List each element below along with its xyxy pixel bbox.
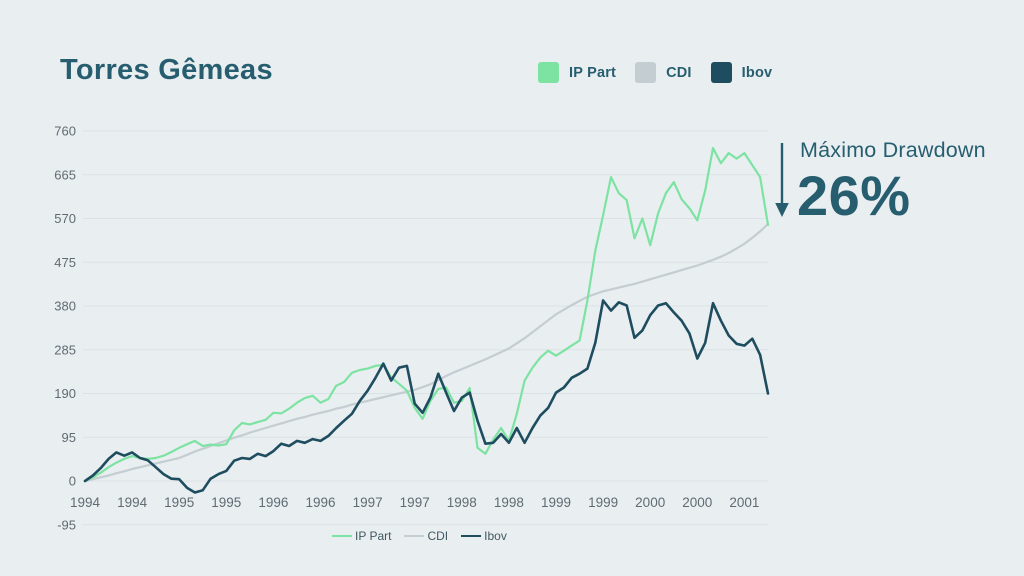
legend-bottom: IP Part CDI Ibov xyxy=(332,529,507,543)
legend-item-ip-part: IP Part xyxy=(332,529,391,543)
legend-item-ibov: Ibov xyxy=(710,62,773,83)
x-axis-label: 1997 xyxy=(353,495,383,510)
x-axis-label: 1996 xyxy=(258,495,288,510)
legend-label: Ibov xyxy=(741,64,773,81)
y-axis-label: 475 xyxy=(54,255,76,270)
legend-swatch-ibov xyxy=(461,534,482,538)
y-axis-label: 570 xyxy=(54,211,76,226)
series-line-cdi xyxy=(83,222,770,483)
legend-item-cdi: CDI xyxy=(404,529,448,543)
x-axis-label: 1995 xyxy=(164,495,194,510)
page-title: Torres Gêmeas xyxy=(60,54,273,86)
legend-label: Ibov xyxy=(484,529,507,543)
y-axis-label: 190 xyxy=(54,386,76,401)
x-axis-label: 1995 xyxy=(211,495,241,510)
legend-swatch-ibov xyxy=(710,62,732,83)
x-axis-label: 1996 xyxy=(305,495,335,510)
legend-label: CDI xyxy=(666,64,692,81)
y-axis-label: -95 xyxy=(57,517,76,532)
y-axis-label: 380 xyxy=(54,299,76,314)
x-axis-label: 2000 xyxy=(682,495,712,510)
drawdown-value: 26% xyxy=(797,164,911,227)
x-axis-label: 1998 xyxy=(447,495,477,510)
legend-label: CDI xyxy=(427,529,449,543)
series-line-ibov xyxy=(83,299,770,494)
x-axis-label: 1994 xyxy=(117,495,148,510)
legend-label: IP Part xyxy=(355,529,392,543)
legend-top: IP Part CDI Ibov xyxy=(538,62,772,83)
y-axis-label: 665 xyxy=(54,167,76,182)
x-axis-label: 1994 xyxy=(70,495,101,510)
x-axis-label: 1998 xyxy=(494,495,524,510)
series-line-ip-part xyxy=(83,146,770,483)
legend-item-ip-part: IP Part xyxy=(538,62,616,83)
legend-label: IP Part xyxy=(569,64,617,81)
x-axis-label: 1999 xyxy=(541,495,571,510)
drawdown-label: Máximo Drawdown xyxy=(800,138,986,162)
y-axis-label: 760 xyxy=(54,124,76,139)
x-axis-label: 2000 xyxy=(635,495,665,510)
legend-swatch-cdi xyxy=(404,534,425,538)
y-axis-label: 0 xyxy=(69,474,76,489)
x-axis-label: 2001 xyxy=(729,495,759,510)
down-arrow-icon xyxy=(775,143,789,217)
y-axis-label: 95 xyxy=(62,430,76,445)
legend-item-ibov: Ibov xyxy=(461,529,507,543)
legend-swatch-ip-part xyxy=(538,62,559,83)
legend-swatch-cdi xyxy=(635,62,657,83)
x-axis-label: 1999 xyxy=(588,495,618,510)
legend-item-cdi: CDI xyxy=(635,62,692,83)
legend-swatch-ip-part xyxy=(332,534,352,538)
y-axis-label: 285 xyxy=(54,342,76,357)
x-axis-label: 1997 xyxy=(400,495,430,510)
